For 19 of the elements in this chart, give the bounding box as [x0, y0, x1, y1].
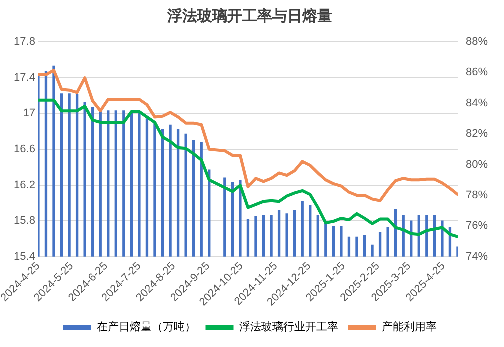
y-tick-label: 17.4 — [14, 72, 36, 84]
y-tick-label: 17.8 — [14, 36, 36, 48]
y-tick-label: 17 — [23, 108, 36, 120]
y-tick-label: 16.6 — [14, 143, 36, 156]
chart-title: 浮法玻璃开工率与日熔量 — [166, 7, 332, 26]
y-tick-label: 15.8 — [14, 215, 36, 228]
y2-tick-label: 88% — [466, 36, 488, 48]
y2-tick-label: 80% — [466, 158, 488, 171]
legend-label: 浮法玻璃行业开工率 — [239, 320, 338, 334]
y-tick-label: 16.2 — [14, 179, 36, 192]
y-tick-label: 15.4 — [14, 250, 36, 263]
y2-tick-label: 84% — [466, 97, 488, 110]
y2-tick-label: 78% — [466, 190, 488, 202]
y2-tick-label: 76% — [466, 220, 488, 232]
y2-tick-label: 86% — [466, 66, 488, 79]
legend-label: 在产日熔量（万吨） — [96, 320, 196, 334]
legend-label: 产能利用率 — [382, 320, 437, 334]
y2-tick-label: 82% — [466, 128, 488, 140]
y2-tick-label: 74% — [466, 250, 488, 263]
